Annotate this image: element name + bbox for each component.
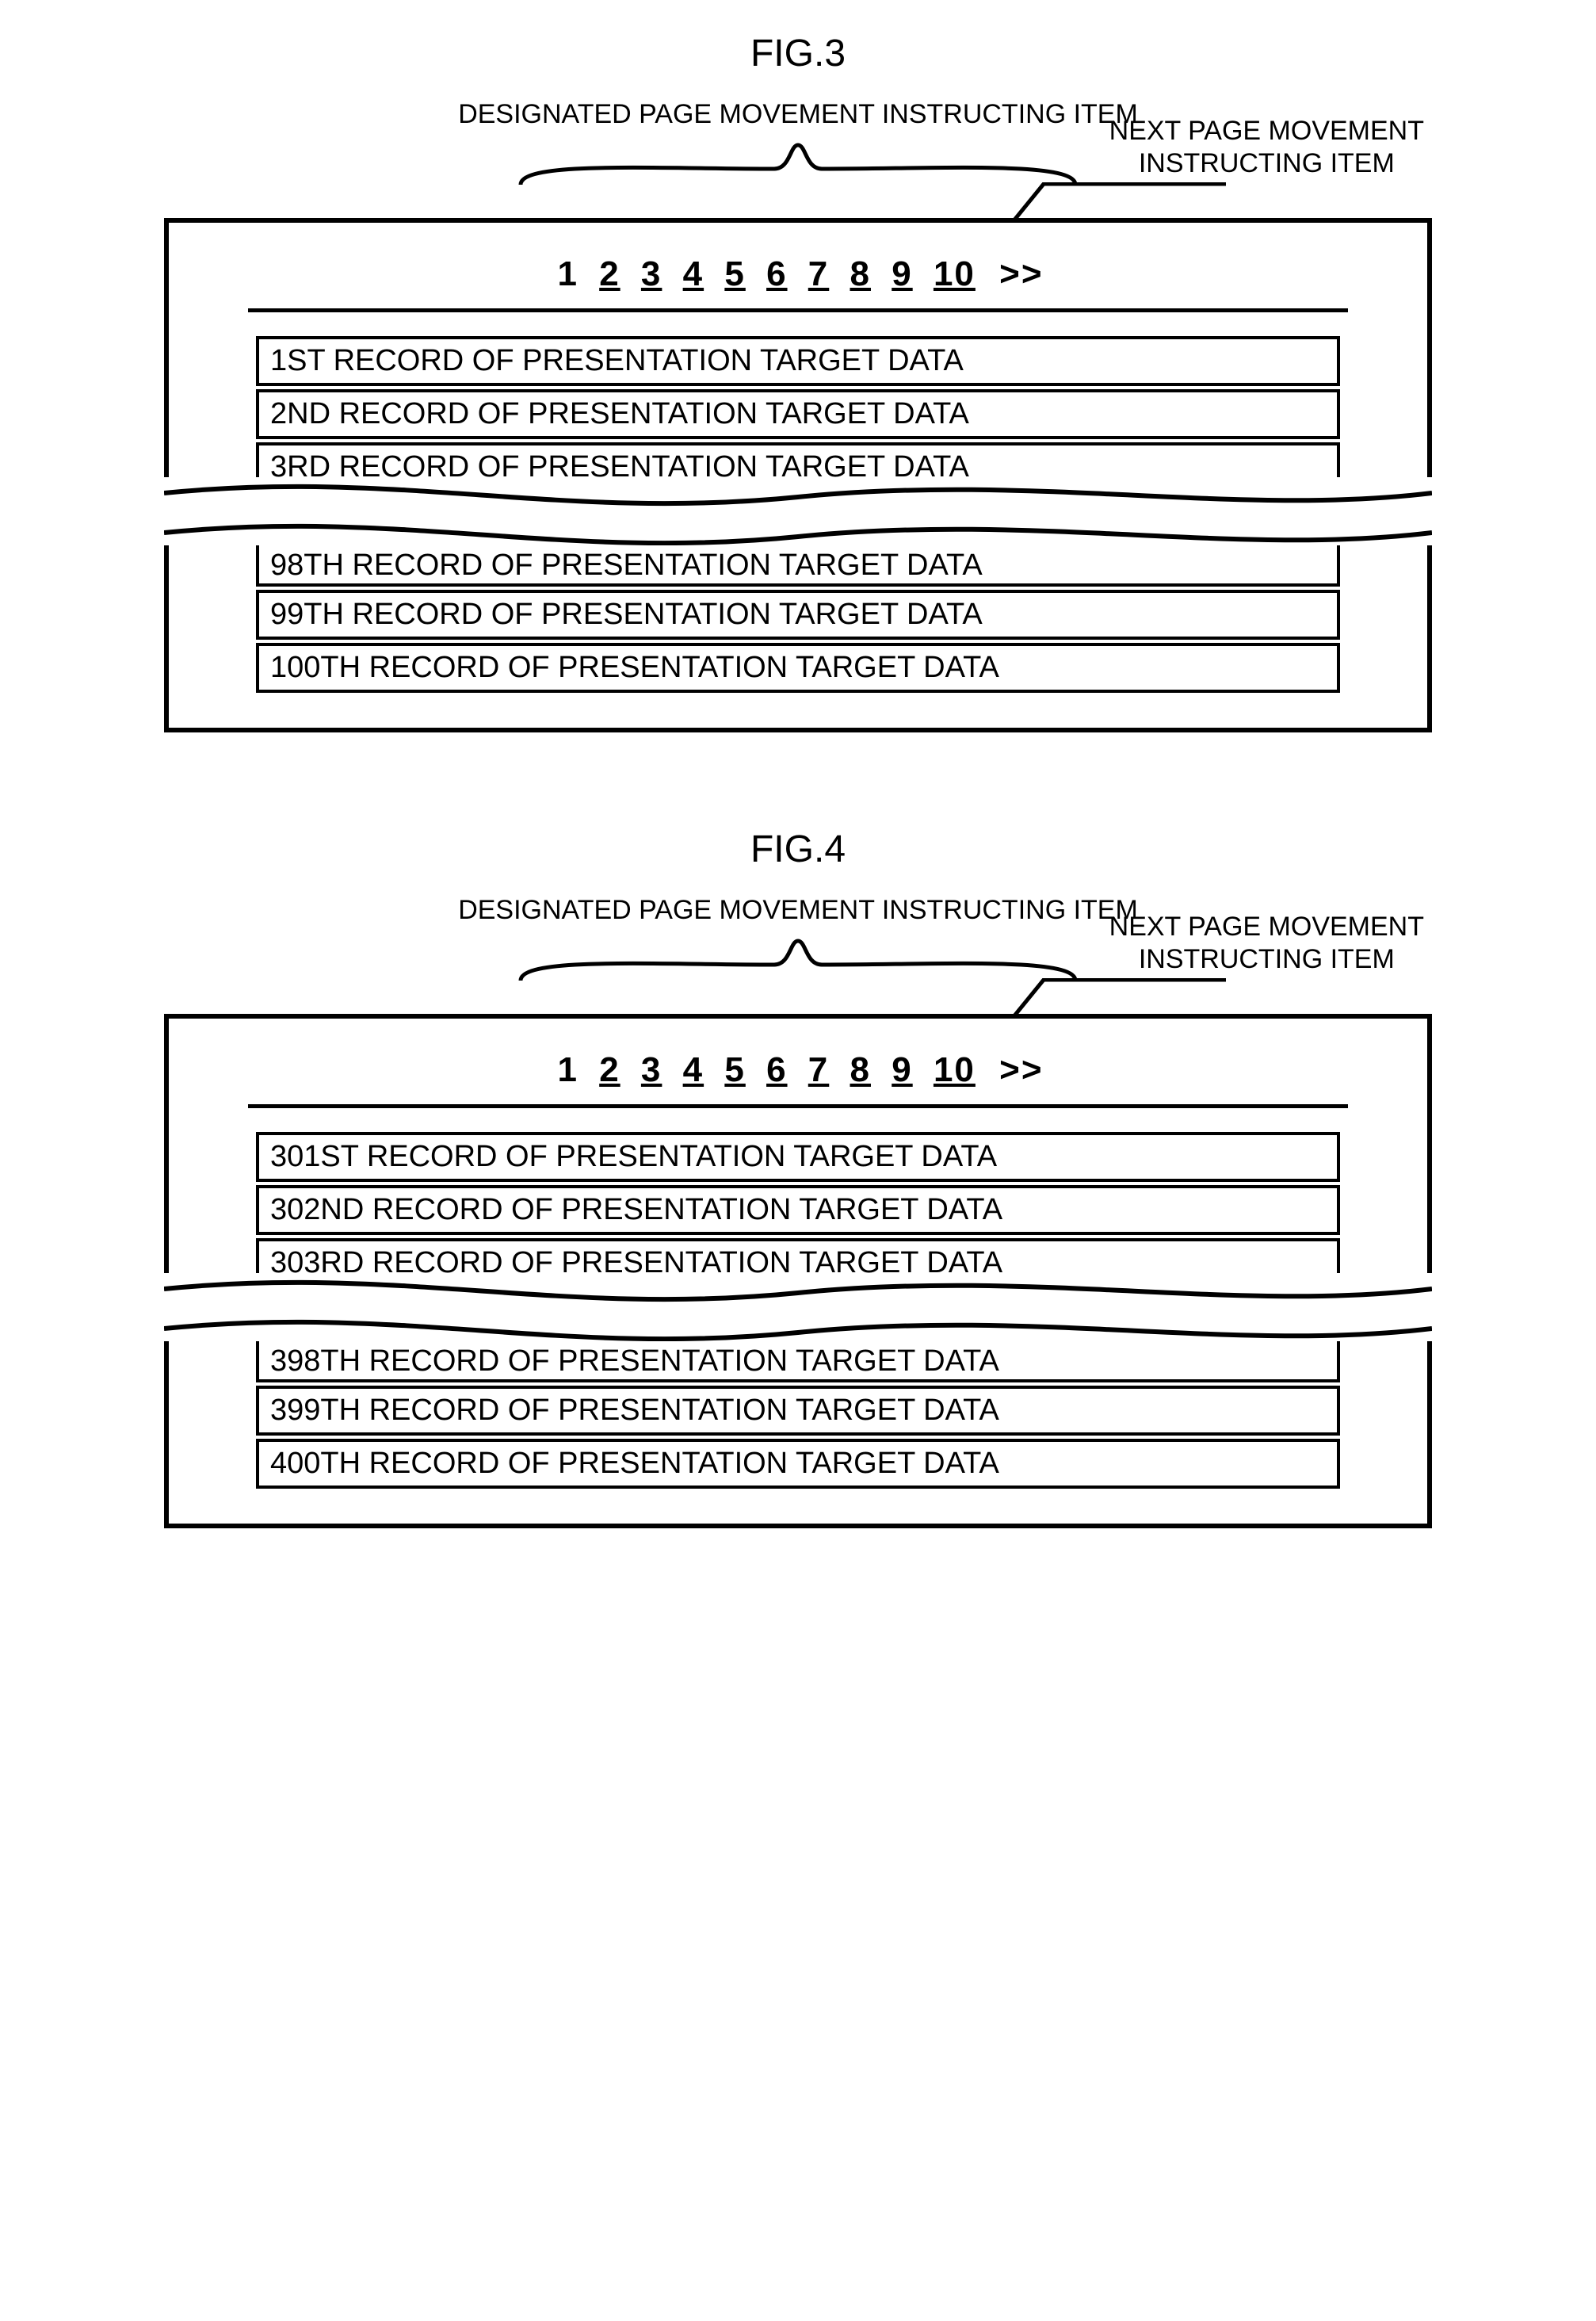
page-link-2[interactable]: 2 (599, 254, 620, 293)
page-link-9[interactable]: 9 (892, 1050, 912, 1089)
record-row: 3RD RECORD OF PRESENTATION TARGET DATA (256, 442, 1340, 477)
panel-lower: 98TH RECORD OF PRESENTATION TARGET DATA … (164, 545, 1432, 732)
annotation-row: DESIGNATED PAGE MOVEMENT INSTRUCTING ITE… (164, 895, 1432, 1014)
page-link-7[interactable]: 7 (808, 254, 829, 293)
next-page-label-line2: INSTRUCTING ITEM (1139, 944, 1395, 974)
record-row: 99TH RECORD OF PRESENTATION TARGET DATA (256, 590, 1340, 640)
page-link-6[interactable]: 6 (766, 1050, 787, 1089)
page-current: 1 (557, 1050, 578, 1089)
pagination-bar: 1 2 3 4 5 6 7 8 9 10 >> (216, 1050, 1380, 1090)
page-link-4[interactable]: 4 (683, 254, 704, 293)
record-row: 301ST RECORD OF PRESENTATION TARGET DATA (256, 1132, 1340, 1182)
page-link-10[interactable]: 10 (934, 1050, 976, 1089)
page-current: 1 (557, 254, 578, 293)
record-row: 2ND RECORD OF PRESENTATION TARGET DATA (256, 389, 1340, 439)
page-link-8[interactable]: 8 (850, 1050, 871, 1089)
next-page-button[interactable]: >> (999, 1050, 1043, 1089)
divider (248, 308, 1348, 312)
page-link-3[interactable]: 3 (641, 1050, 662, 1089)
next-page-label: NEXT PAGE MOVEMENT INSTRUCTING ITEM (1109, 911, 1424, 976)
panel-upper: 1 2 3 4 5 6 7 8 9 10 >> 1ST RECORD OF PR… (164, 218, 1432, 477)
record-row: 400TH RECORD OF PRESENTATION TARGET DATA (256, 1439, 1340, 1489)
designated-page-label: DESIGNATED PAGE MOVEMENT INSTRUCTING ITE… (458, 895, 1138, 926)
record-row: 398TH RECORD OF PRESENTATION TARGET DATA (256, 1341, 1340, 1382)
designated-page-label: DESIGNATED PAGE MOVEMENT INSTRUCTING ITE… (458, 99, 1138, 130)
page-link-3[interactable]: 3 (641, 254, 662, 293)
figure-title: FIG.4 (48, 828, 1548, 871)
page-link-2[interactable]: 2 (599, 1050, 620, 1089)
figure-3: FIG.3 DESIGNATED PAGE MOVEMENT INSTRUCTI… (48, 32, 1548, 732)
page-link-6[interactable]: 6 (766, 254, 787, 293)
next-page-label: NEXT PAGE MOVEMENT INSTRUCTING ITEM (1109, 115, 1424, 180)
panel-upper: 1 2 3 4 5 6 7 8 9 10 >> 301ST RECORD OF … (164, 1014, 1432, 1273)
torn-break (164, 1273, 1432, 1344)
record-row: 1ST RECORD OF PRESENTATION TARGET DATA (256, 336, 1340, 386)
page-link-7[interactable]: 7 (808, 1050, 829, 1089)
record-row: 100TH RECORD OF PRESENTATION TARGET DATA (256, 643, 1340, 693)
page-link-10[interactable]: 10 (934, 254, 976, 293)
next-page-button[interactable]: >> (999, 254, 1043, 293)
brace-icon (513, 933, 1083, 988)
page-link-5[interactable]: 5 (724, 1050, 745, 1089)
next-page-label-line1: NEXT PAGE MOVEMENT (1109, 116, 1424, 146)
divider (248, 1104, 1348, 1108)
page-link-4[interactable]: 4 (683, 1050, 704, 1089)
pagination-bar: 1 2 3 4 5 6 7 8 9 10 >> (216, 254, 1380, 294)
record-row: 399TH RECORD OF PRESENTATION TARGET DATA (256, 1386, 1340, 1436)
brace-icon (513, 137, 1083, 193)
record-row: 303RD RECORD OF PRESENTATION TARGET DATA (256, 1238, 1340, 1273)
next-page-label-line1: NEXT PAGE MOVEMENT (1109, 912, 1424, 942)
page-link-5[interactable]: 5 (724, 254, 745, 293)
panel-wrap: 1 2 3 4 5 6 7 8 9 10 >> 1ST RECORD OF PR… (164, 218, 1432, 732)
figure-4: FIG.4 DESIGNATED PAGE MOVEMENT INSTRUCTI… (48, 828, 1548, 1528)
record-row: 302ND RECORD OF PRESENTATION TARGET DATA (256, 1185, 1340, 1235)
annotation-row: DESIGNATED PAGE MOVEMENT INSTRUCTING ITE… (164, 99, 1432, 218)
panel-lower: 398TH RECORD OF PRESENTATION TARGET DATA… (164, 1341, 1432, 1528)
panel-wrap: 1 2 3 4 5 6 7 8 9 10 >> 301ST RECORD OF … (164, 1014, 1432, 1528)
next-page-label-line2: INSTRUCTING ITEM (1139, 148, 1395, 178)
page-link-8[interactable]: 8 (850, 254, 871, 293)
torn-break (164, 477, 1432, 549)
figure-title: FIG.3 (48, 32, 1548, 75)
record-row: 98TH RECORD OF PRESENTATION TARGET DATA (256, 545, 1340, 587)
page-link-9[interactable]: 9 (892, 254, 912, 293)
